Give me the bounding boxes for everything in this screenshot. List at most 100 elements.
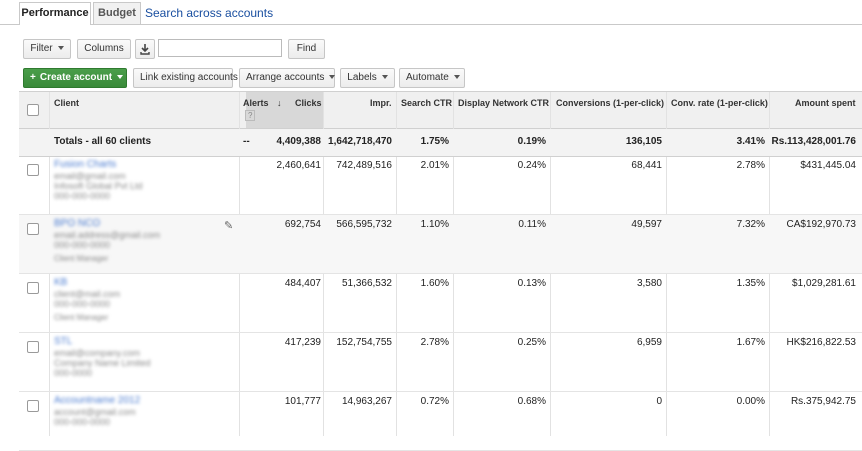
client-details-redacted: 000-0000: [54, 368, 93, 378]
clicks-cell: 484,407: [284, 278, 321, 289]
client-details-redacted: email.address@gmail.com: [54, 230, 161, 240]
clicks-cell: 101,777: [284, 396, 321, 407]
search-across-accounts-link[interactable]: Search across accounts: [145, 6, 274, 20]
search-ctr-cell: 0.72%: [420, 396, 449, 407]
impr-cell: 152,754,755: [336, 337, 392, 348]
row-checkbox[interactable]: [27, 282, 39, 294]
find-button[interactable]: Find: [288, 39, 325, 59]
create-account-label: Create account: [39, 72, 113, 83]
conversions-cell: 3,580: [636, 278, 662, 289]
search-ctr-cell: 1.10%: [420, 219, 449, 230]
conv-rate-cell: 2.78%: [736, 160, 765, 171]
client-name-redacted[interactable]: STL: [54, 336, 73, 347]
client-details-redacted: 000-000-0000: [54, 299, 111, 309]
amount-spent-cell: CA$192,970.73: [786, 219, 856, 230]
conversions-cell: 49,597: [631, 219, 662, 230]
tab-performance[interactable]: Performance: [19, 2, 91, 25]
column-header-client[interactable]: Client: [54, 98, 80, 108]
table-row[interactable]: Fusion Charts email@gmail.com Infosoft G…: [19, 156, 862, 215]
tab-budget[interactable]: Budget: [93, 2, 141, 24]
pencil-edit-icon[interactable]: ✎: [224, 220, 234, 232]
create-account-button[interactable]: + Create account: [23, 68, 127, 88]
download-button[interactable]: [135, 39, 155, 59]
filter-button[interactable]: Filter: [23, 39, 71, 59]
client-details-redacted: Client Manager: [54, 313, 109, 322]
totals-alerts: --: [243, 136, 250, 147]
impr-cell: 51,366,532: [341, 278, 392, 289]
chevron-down-icon: [329, 75, 336, 80]
table-row[interactable]: Accountname 2012 account@gmail.com 000-0…: [19, 392, 862, 451]
row-checkbox[interactable]: [27, 223, 39, 235]
amount-spent-cell: Rs.375,942.75: [790, 396, 856, 407]
amount-spent-cell: $431,445.04: [800, 160, 856, 171]
client-details-redacted: 000-000-0000: [54, 240, 111, 250]
client-name-redacted[interactable]: KB: [54, 277, 68, 288]
column-header-search-ctr[interactable]: Search CTR: [401, 98, 453, 108]
automate-button[interactable]: Automate: [399, 68, 465, 88]
labels-label: Labels: [347, 72, 377, 83]
client-details-redacted: client@mail.com: [54, 289, 121, 299]
totals-conversions: 136,105: [625, 136, 662, 147]
clicks-cell: 417,239: [284, 337, 321, 348]
client-details-redacted: Infosoft Global Pvt Ltd: [54, 181, 143, 191]
link-existing-accounts-button[interactable]: Link existing accounts: [133, 68, 238, 88]
column-header-conv-rate[interactable]: Conv. rate (1-per-click): [671, 98, 768, 108]
column-header-clicks[interactable]: Clicks: [295, 98, 322, 108]
amount-spent-cell: $1,029,281.61: [792, 278, 856, 289]
accounts-table: Client Alerts ? ↓ Clicks Impr. Search CT…: [19, 91, 862, 451]
client-name-redacted[interactable]: BPO NCO: [54, 218, 101, 229]
table-row[interactable]: KB client@mail.com 000-000-0000 Client M…: [19, 274, 862, 333]
arrange-accounts-label: Arrange accounts: [246, 72, 325, 83]
table-row[interactable]: STL email@company.com Company Name Limit…: [19, 333, 862, 392]
select-all-checkbox[interactable]: [27, 104, 39, 116]
table-header: [19, 92, 862, 129]
clicks-cell: 692,754: [284, 219, 321, 230]
clicks-cell: 2,460,641: [276, 160, 322, 171]
client-name-redacted[interactable]: Fusion Charts: [54, 159, 117, 170]
client-details-redacted: Company Name Limited: [54, 358, 151, 368]
conv-rate-cell: 1.35%: [736, 278, 765, 289]
columns-button[interactable]: Columns: [77, 39, 131, 59]
chevron-down-icon: [381, 75, 388, 80]
row-checkbox[interactable]: [27, 341, 39, 353]
totals-row: Totals - all 60 clients -- 4,409,388 1,6…: [19, 129, 862, 157]
arrange-accounts-button[interactable]: Arrange accounts: [239, 68, 336, 88]
labels-button[interactable]: Labels: [340, 68, 395, 88]
client-details-redacted: email@company.com: [54, 348, 140, 358]
totals-label: Totals - all 60 clients: [54, 136, 152, 147]
conversions-cell: 0: [656, 396, 662, 407]
display-network-ctr-cell: 0.11%: [518, 219, 546, 230]
row-checkbox[interactable]: [27, 400, 39, 412]
tab-bar: Performance Budget Search across account…: [0, 0, 862, 25]
column-header-conversions[interactable]: Conversions (1-per-click): [556, 98, 665, 108]
display-network-ctr-cell: 0.24%: [517, 160, 546, 171]
client-name-redacted[interactable]: Accountname 2012: [54, 395, 141, 406]
display-network-ctr-cell: 0.13%: [517, 278, 546, 289]
totals-conv-rate: 3.41%: [736, 136, 765, 147]
column-header-impr[interactable]: Impr.: [370, 98, 392, 108]
table-row[interactable]: BPO NCO email.address@gmail.com 000-000-…: [19, 215, 862, 274]
conv-rate-cell: 1.67%: [736, 337, 765, 348]
client-details-redacted: 000-000-0000: [54, 417, 111, 427]
search-input[interactable]: [158, 39, 282, 57]
filter-label: Filter: [30, 43, 53, 54]
column-header-display-network-ctr[interactable]: Display Network CTR: [458, 98, 550, 108]
sorted-column-highlight: [246, 92, 323, 128]
display-network-ctr-cell: 0.25%: [517, 337, 546, 348]
display-network-ctr-cell: 0.68%: [517, 396, 546, 407]
chevron-down-icon: [117, 75, 124, 80]
plus-icon: +: [30, 72, 36, 83]
alerts-help-icon[interactable]: ?: [245, 110, 256, 121]
column-header-alerts[interactable]: Alerts: [243, 98, 269, 108]
automate-label: Automate: [406, 72, 449, 83]
totals-impr: 1,642,718,470: [328, 136, 392, 147]
row-checkbox[interactable]: [27, 164, 39, 176]
chevron-down-icon: [453, 75, 460, 80]
column-header-amount-spent[interactable]: Amount spent: [795, 98, 856, 108]
amount-spent-cell: HK$216,822.53: [786, 337, 856, 348]
conversions-cell: 6,959: [636, 337, 662, 348]
client-details-redacted: Client Manager: [54, 254, 109, 263]
impr-cell: 14,963,267: [341, 396, 392, 407]
totals-display-network-ctr: 0.19%: [517, 136, 546, 147]
totals-search-ctr: 1.75%: [420, 136, 449, 147]
